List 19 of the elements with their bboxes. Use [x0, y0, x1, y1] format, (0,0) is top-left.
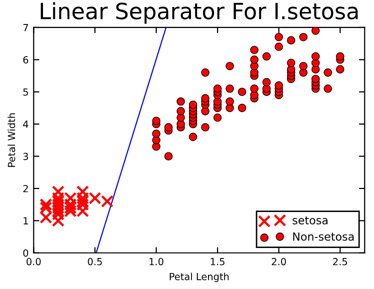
x-tick-label: 0.0: [26, 258, 41, 266]
y-tick-label: 4: [23, 120, 28, 128]
y-tick-label: 7: [23, 24, 28, 32]
x-tick-label: 0.5: [88, 258, 102, 266]
y-axis-title: Petal Width: [8, 113, 16, 167]
y-tick-label: 2: [23, 184, 28, 192]
x-tick-label: 1.0: [150, 258, 164, 266]
y-tick-label: 1: [24, 217, 28, 224]
y-tick-label: 5: [23, 88, 28, 96]
x-tick-label: 2.5: [333, 258, 348, 266]
y-tick-label: 6: [23, 56, 28, 64]
y-tick-label: 0: [23, 249, 28, 257]
chart-title: Linear Separator For I.setosa: [40, 2, 358, 24]
legend-label: Non-setosa: [293, 232, 354, 241]
x-axis-title: Petal Length: [170, 272, 229, 282]
legend-label: setosa: [292, 216, 328, 224]
x-tick-label: 1.5: [210, 258, 224, 266]
x-tick-label: 2.0: [272, 258, 286, 266]
y-tick-label: 3: [23, 152, 28, 160]
